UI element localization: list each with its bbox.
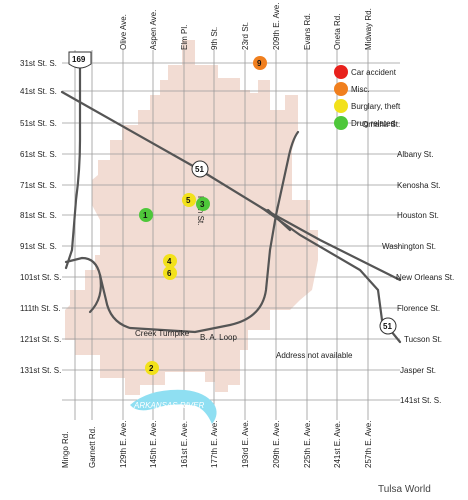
- street-label-51st: 51st St. S.: [20, 119, 57, 128]
- street-label-91st: 91st St. S.: [20, 242, 57, 251]
- street-label-main: Main St.: [196, 196, 205, 225]
- us-169-number: 169: [72, 55, 86, 64]
- highway-169: [64, 53, 82, 270]
- street-label-washington: Washington St.: [382, 242, 436, 251]
- street-label-9th: 9th St.: [210, 27, 219, 50]
- svg-text:Car accident: Car accident: [351, 68, 397, 77]
- ew-street-lines: [62, 62, 400, 401]
- street-label-111th: 111th St. S.: [20, 304, 61, 313]
- svg-text:6: 6: [167, 269, 172, 278]
- highway-51-number-mid: 51: [195, 165, 204, 174]
- svg-text:1: 1: [143, 211, 148, 220]
- street-label-mingo: Mingo Rd.: [61, 432, 70, 468]
- street-label-houston: Houston St.: [397, 211, 439, 220]
- loop-connector: [266, 208, 292, 232]
- arkansas-river: ARKANSAS RIVER: [130, 389, 217, 424]
- highway-51-number-right: 51: [383, 322, 392, 331]
- svg-text:Misc.: Misc.: [351, 85, 370, 94]
- loop-label: B. A. Loop: [200, 333, 237, 342]
- street-label-257th: 257th E. Ave.: [364, 421, 373, 468]
- street-label-jasper: Jasper St.: [400, 366, 436, 375]
- ew-right-labels: Omaha St. Albany St. Kenosha St. Houston…: [362, 120, 454, 405]
- street-label-florence: Florence St.: [397, 304, 440, 313]
- street-label-aspen: Aspen Ave.: [149, 10, 158, 50]
- street-label-evans: Evans Rd.: [303, 13, 312, 50]
- street-label-121st: 121st St. S.: [20, 335, 61, 344]
- street-label-41st: 41st St. S.: [20, 87, 57, 96]
- highway-51-shield-right: 51: [379, 317, 397, 335]
- street-label-new-orleans: New Orleans St.: [396, 273, 454, 282]
- creek-turnpike-branch: [88, 273, 102, 314]
- street-label-olive: Olive Ave.: [119, 14, 128, 50]
- street-label-161st: 161st E. Ave.: [180, 421, 189, 468]
- street-label-albany: Albany St.: [397, 150, 433, 159]
- svg-text:3: 3: [200, 200, 205, 209]
- ns-bottom-labels: Mingo Rd. Garnett Rd. 129th E. Ave. 145t…: [61, 420, 373, 468]
- legend-item-burglary: Burglary, theft: [334, 99, 401, 113]
- street-label-garnett: Garnett Rd.: [88, 427, 97, 468]
- street-label-225th: 225th E. Ave.: [303, 421, 312, 468]
- legend-item-drug-related: Drug related: [334, 116, 395, 130]
- street-label-177th: 177th E. Ave.: [210, 421, 219, 468]
- incident-marker-3[interactable]: 3: [196, 197, 210, 211]
- address-note: Address not available: [276, 351, 353, 360]
- incident-marker-6[interactable]: 6: [163, 266, 177, 280]
- svg-text:5: 5: [186, 196, 191, 205]
- ns-street-lines: [74, 50, 369, 420]
- us-169-shield: 169: [68, 51, 92, 69]
- ns-top-labels: Olive Ave. Aspen Ave. Elm Pl. 9th St. 23…: [119, 3, 373, 50]
- creek-turnpike: [64, 130, 300, 334]
- ew-left-labels: 31st St. S. 41st St. S. 51st St. S. 61st…: [20, 59, 61, 375]
- street-label-oneta: Oneta Rd.: [333, 14, 342, 50]
- street-label-midway: Midway Rd.: [364, 8, 373, 50]
- highway-51-shield-mid: 51: [191, 160, 209, 178]
- street-label-kenosha: Kenosha St.: [397, 181, 441, 190]
- incident-marker-1[interactable]: 1: [139, 208, 153, 222]
- city-area: [65, 40, 318, 395]
- street-label-31st: 31st St. S.: [20, 59, 57, 68]
- svg-text:2: 2: [149, 364, 154, 373]
- credit-label: Tulsa World: [378, 484, 431, 495]
- street-label-209th-bottom: 209th E. Ave.: [272, 421, 281, 468]
- street-label-129th: 129th E. Ave.: [119, 421, 128, 468]
- incident-marker-5[interactable]: 5: [182, 193, 196, 207]
- street-label-209th-top: 209th E. Ave.: [272, 3, 281, 50]
- legend-item-car-accident: Car accident: [334, 65, 397, 79]
- creek-turnpike-label: Creek Turnpike: [135, 329, 190, 338]
- legend: Car accident Misc. Burglary, theft Drug …: [334, 65, 401, 130]
- legend-item-misc: Misc.: [334, 82, 370, 96]
- street-label-145th: 145th E. Ave.: [149, 421, 158, 468]
- incident-marker-4[interactable]: 4: [163, 254, 177, 268]
- street-label-23rd: 23rd St.: [241, 22, 250, 50]
- street-label-71st: 71st St. S.: [20, 181, 57, 190]
- svg-text:9: 9: [257, 59, 262, 68]
- street-label-tucson: Tucson St.: [404, 335, 442, 344]
- incident-markers: 1 2 3 4 5 6 9: [139, 56, 267, 375]
- svg-text:Drug related: Drug related: [351, 119, 395, 128]
- incident-marker-2[interactable]: 2: [145, 361, 159, 375]
- street-label-101st: 101st St. S.: [20, 273, 61, 282]
- street-label-elm: Elm Pl.: [180, 25, 189, 50]
- street-label-193rd: 193rd E. Ave.: [241, 420, 250, 468]
- street-label-81st: 81st St. S.: [20, 211, 57, 220]
- street-label-61st: 61st St. S.: [20, 150, 57, 159]
- street-label-131st: 131st St. S.: [20, 366, 61, 375]
- incident-marker-9[interactable]: 9: [253, 56, 267, 70]
- river-label: ARKANSAS RIVER: [133, 401, 204, 410]
- street-label-141st: 141st St. S.: [400, 396, 441, 405]
- street-label-omaha: Omaha St.: [362, 120, 400, 129]
- street-label-241st: 241st E. Ave.: [333, 421, 342, 468]
- svg-text:Burglary, theft: Burglary, theft: [351, 102, 401, 111]
- svg-text:4: 4: [167, 257, 172, 266]
